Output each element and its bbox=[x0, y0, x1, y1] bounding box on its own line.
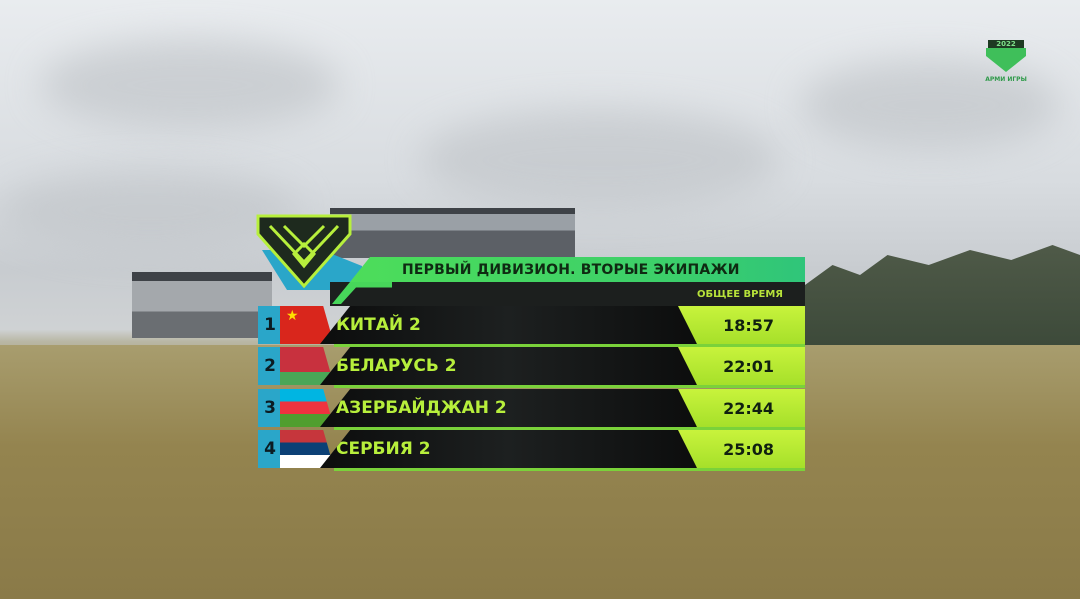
total-time: 22:44 bbox=[678, 389, 805, 427]
team-name: КИТАЙ 2 bbox=[320, 306, 697, 344]
team-name: СЕРБИЯ 2 bbox=[320, 430, 697, 468]
table-row: 2 БЕЛАРУСЬ 2 22:01 bbox=[258, 347, 805, 388]
grandstand bbox=[330, 208, 575, 258]
grandstand-left bbox=[132, 272, 272, 338]
team-name: БЕЛАРУСЬ 2 bbox=[320, 347, 697, 385]
table-row: 1 ★ КИТАЙ 2 18:57 bbox=[258, 306, 805, 347]
table-row: 4 СЕРБИЯ 2 25:08 bbox=[258, 430, 805, 471]
total-time: 25:08 bbox=[678, 430, 805, 468]
belarus-flag-icon bbox=[280, 347, 334, 385]
rank: 1 bbox=[258, 306, 282, 344]
scoreboard-title: ПЕРВЫЙ ДИВИЗИОН. ВТОРЫЕ ЭКИПАЖИ bbox=[350, 257, 805, 282]
row-divider bbox=[334, 468, 805, 471]
china-flag-icon: ★ bbox=[280, 306, 334, 344]
army-games-emblem-icon bbox=[256, 214, 352, 288]
azerbaijan-flag-icon bbox=[280, 389, 334, 427]
logo-text: АРМИ ИГРЫ bbox=[985, 76, 1027, 83]
rank: 3 bbox=[258, 389, 282, 427]
team-name: АЗЕРБАЙДЖАН 2 bbox=[320, 389, 697, 427]
row-divider bbox=[334, 344, 805, 347]
logo-year: 2022 bbox=[988, 40, 1024, 48]
rank: 4 bbox=[258, 430, 282, 468]
column-header: ОБЩЕЕ ВРЕМЯ bbox=[330, 282, 805, 306]
serbia-flag-icon bbox=[280, 430, 334, 468]
total-time: 22:01 bbox=[678, 347, 805, 385]
army-games-logo: 2022 АРМИ ИГРЫ bbox=[978, 40, 1034, 90]
row-divider bbox=[334, 427, 805, 430]
row-divider bbox=[334, 385, 805, 388]
total-time: 18:57 bbox=[678, 306, 805, 344]
logo-shield-icon bbox=[986, 48, 1026, 72]
rank: 2 bbox=[258, 347, 282, 385]
table-row: 3 АЗЕРБАЙДЖАН 2 22:44 bbox=[258, 389, 805, 430]
